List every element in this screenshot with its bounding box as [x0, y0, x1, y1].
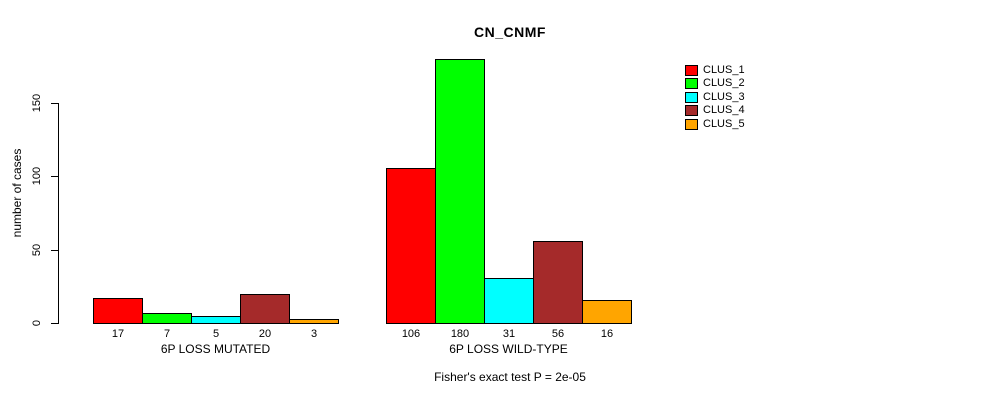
- bar: [533, 241, 583, 324]
- bar: [435, 59, 485, 324]
- y-axis-tick: [51, 323, 58, 324]
- bar-value-label: 7: [163, 328, 171, 340]
- chart-title: CN_CNMF: [474, 24, 546, 40]
- bar-value-label: 17: [111, 328, 125, 340]
- bar: [240, 294, 290, 324]
- legend-label: CLUS_3: [703, 91, 745, 103]
- y-axis-line: [58, 103, 59, 324]
- legend-item: CLUS_3: [685, 91, 785, 104]
- bar: [142, 313, 192, 324]
- bar-value-label: 16: [600, 328, 614, 340]
- bar-value-label: 56: [551, 328, 565, 340]
- legend-label: CLUS_5: [703, 118, 745, 130]
- x-group-label: 6P LOSS WILD-TYPE: [449, 342, 568, 356]
- legend-label: CLUS_4: [703, 104, 745, 116]
- bar-value-label: 31: [502, 328, 516, 340]
- y-axis-tick: [51, 176, 58, 177]
- y-axis-tick-label: 150: [31, 93, 43, 113]
- legend-item: CLUS_1: [685, 64, 785, 77]
- legend-label: CLUS_2: [703, 77, 745, 89]
- legend-item: CLUS_4: [685, 104, 785, 117]
- y-axis-tick: [51, 103, 58, 104]
- legend-item: CLUS_2: [685, 77, 785, 90]
- bar-value-label: 180: [450, 328, 470, 340]
- legend-item: CLUS_5: [685, 118, 785, 131]
- legend-swatch: [685, 105, 698, 116]
- bar: [582, 300, 632, 324]
- legend-label: CLUS_1: [703, 64, 745, 76]
- x-group-label: 6P LOSS MUTATED: [160, 342, 271, 356]
- legend-swatch: [685, 92, 698, 103]
- y-axis-tick-label: 100: [31, 166, 43, 186]
- bar-value-label: 3: [310, 328, 318, 340]
- bar: [386, 168, 436, 324]
- y-axis-label: number of cases: [10, 148, 24, 238]
- bar-value-label: 106: [401, 328, 421, 340]
- bar: [289, 319, 339, 324]
- bar: [93, 298, 143, 324]
- y-axis-tick: [51, 250, 58, 251]
- legend-swatch: [685, 65, 698, 76]
- fisher-test-annotation: Fisher's exact test P = 2e-05: [434, 370, 586, 384]
- legend-swatch: [685, 78, 698, 89]
- bar: [484, 278, 534, 324]
- bar-value-label: 5: [212, 328, 220, 340]
- y-axis-tick-label: 0: [31, 319, 43, 327]
- bar-value-label: 20: [258, 328, 272, 340]
- bar: [191, 316, 241, 324]
- legend-swatch: [685, 119, 698, 130]
- y-axis-tick-label: 50: [31, 243, 43, 257]
